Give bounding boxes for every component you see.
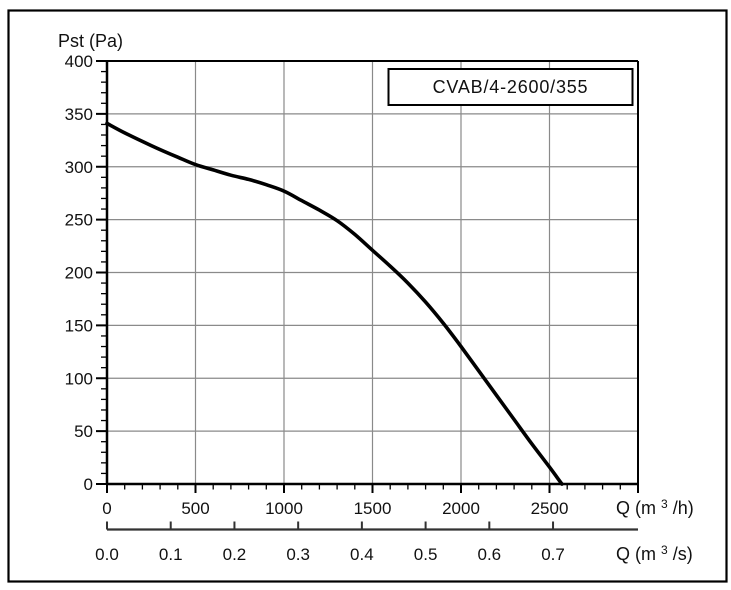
legend-label: CVAB/4-2600/355 [433, 77, 589, 97]
y-axis-tick-label: 400 [65, 52, 93, 71]
y-axis-tick-label: 150 [65, 316, 93, 335]
secondary-axis-layer: 0.0 0.1 0.2 0.3 0.4 0.5 0.6 0.7 [95, 521, 638, 564]
fan-performance-curve [105, 121, 564, 486]
x-axis-secondary-title-pre: Q (m [616, 544, 656, 564]
y-axis-tick-label: 50 [74, 422, 93, 441]
secondary-axis-tick-label: 0.7 [541, 545, 565, 564]
x-axis-tick-label: 2500 [531, 499, 569, 518]
axes-layer [96, 60, 639, 493]
secondary-axis-tick-label: 0.5 [414, 545, 438, 564]
legend-border [387, 68, 634, 106]
secondary-axis-tick-label: 0.6 [477, 545, 501, 564]
secondary-axis-tick-label: 0.3 [286, 545, 310, 564]
secondary-axis-tick-label: 0.4 [350, 545, 374, 564]
y-axis-tick-label: 0 [84, 475, 93, 494]
x-axis-tick-label: 0 [102, 499, 111, 518]
legend: CVAB/4-2600/355 [387, 68, 634, 106]
x-axis-primary-title-sup: 3 [661, 497, 668, 511]
tick-labels-layer: 0 50 100 150 200 250 300 350 400 0 500 1000 1500 2000… [65, 52, 569, 518]
x-axis-primary-title-post: /h) [673, 498, 694, 518]
outer-border [7, 9, 728, 583]
y-axis-tick-label: 100 [65, 369, 93, 388]
y-axis-tick-label: 200 [65, 264, 93, 283]
x-axis-secondary-title-post: /s) [673, 544, 693, 564]
y-axis-title: Pst (Pa) [58, 31, 123, 51]
secondary-axis-tick-label: 0.2 [223, 545, 247, 564]
gridlines-layer [107, 61, 638, 484]
y-axis-tick-label: 300 [65, 158, 93, 177]
x-axis-tick-label: 500 [181, 499, 209, 518]
x-axis-secondary-title: Q (m 3 /s) [616, 538, 693, 564]
x-axis-tick-label: 2000 [442, 499, 480, 518]
series-layer [105, 121, 564, 486]
secondary-axis-tick-label: 0.1 [159, 545, 183, 564]
x-axis-tick-label: 1000 [265, 499, 303, 518]
x-axis-secondary-title-sup: 3 [661, 543, 668, 557]
secondary-axis-tick-label: 0.0 [95, 545, 119, 564]
y-axis-tick-label: 350 [65, 105, 93, 124]
y-axis-tick-label: 250 [65, 211, 93, 230]
x-axis-primary-title: Q (m 3 /h) [616, 492, 694, 518]
x-axis-tick-label: 1500 [354, 499, 392, 518]
x-axis-primary-title-pre: Q (m [616, 498, 656, 518]
